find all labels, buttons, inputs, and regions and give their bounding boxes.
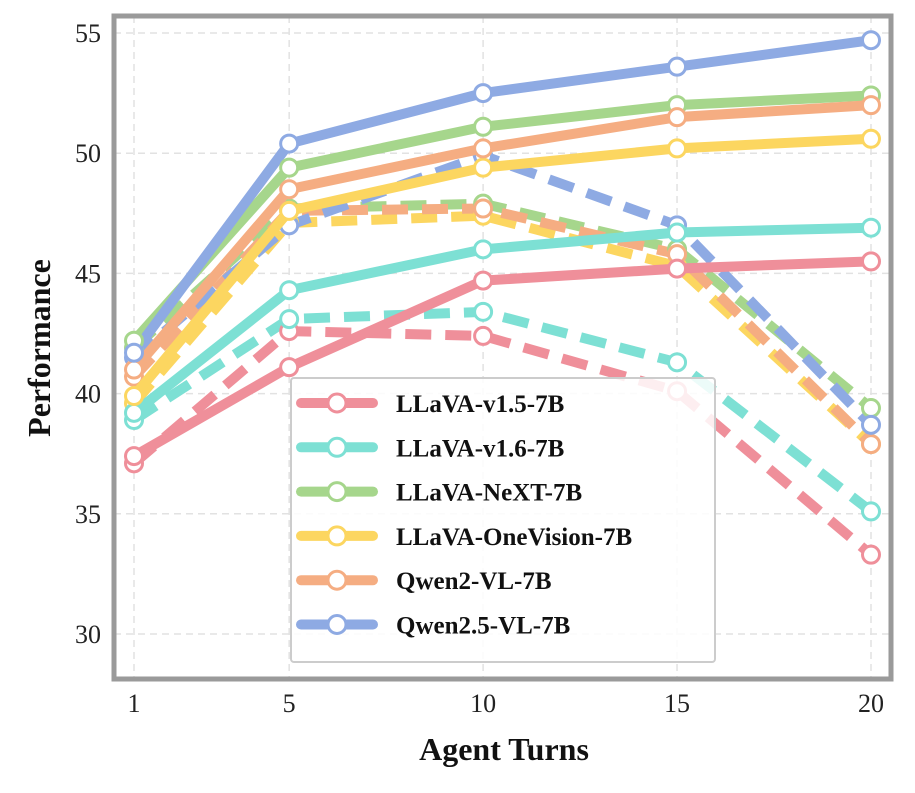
series-solid-point [279,157,300,178]
series-dashed-point [279,309,300,330]
legend-swatch-marker [326,614,348,635]
x-tick-label: 1 [128,689,141,718]
legend-swatch-marker [326,525,348,547]
series-solid-point [473,116,494,137]
series-solid-point [124,342,144,363]
legend: LLaVA-v1.5-7B LLaVA-v1.6-7B LLaVA-NeXT-7B L… [290,377,716,663]
y-tick-label: 55 [75,19,101,48]
series-dashed-point [473,301,494,322]
series-solid-point [124,402,144,423]
series-solid-point [473,157,494,178]
series-lines [124,30,881,565]
legend-swatch-marker [326,436,348,458]
legend-label: LLaVA-OneVision-7B [396,524,632,551]
series-solid-point [124,359,144,380]
y-tick-label: 45 [75,259,101,288]
y-tick-label: 30 [75,620,101,649]
series-solid-point [861,251,881,272]
series-dashed-line [130,326,875,559]
series-dashed-point [861,414,881,435]
series-dashed-line [130,210,875,448]
y-tick-label: 50 [75,139,101,168]
legend-label: Qwen2-VL-7B [396,568,552,595]
series-dashed-point [861,544,881,565]
series-solid-point [473,83,494,104]
legend-swatch-marker [326,392,348,414]
series-solid-point [667,56,688,77]
plot-frame [111,13,894,682]
series-dashed-point [667,352,688,373]
series-solid-point [473,138,494,159]
series-solid-point [473,239,494,260]
legend-box [290,377,716,663]
x-axis-title: Agent Turns [419,731,589,767]
series-solid-point [861,128,881,149]
x-tick-label: 15 [664,689,690,718]
series-solid-point [861,30,881,51]
legend-label: Qwen2.5-VL-7B [396,613,570,640]
series-solid-point [667,107,688,128]
y-tick-label: 40 [75,380,101,409]
series-solid-point [279,280,300,301]
x-tick-label: 10 [470,689,496,718]
x-tick-label: 20 [858,689,884,718]
series-dashed-point [861,434,881,455]
legend-label: LLaVA-v1.5-7B [396,391,564,418]
series-dashed-point [473,198,494,219]
y-axis-title: Performance [21,259,57,437]
series-solid-point [279,357,300,378]
series-solid-point [861,95,881,116]
series-solid-point [667,258,688,279]
series-solid-point [667,138,688,159]
series-solid-point [124,386,144,407]
legend-label: LLaVA-v1.6-7B [396,435,564,462]
series-solid-point [861,217,881,238]
series-solid-point [667,222,688,243]
series-solid-point [279,133,300,154]
y-tick-label: 35 [75,500,101,529]
legend-swatch-marker [326,569,348,591]
series-dashed-point [473,325,494,346]
series-solid-point [124,446,144,467]
series-dashed-point [861,501,881,522]
series-solid-point [473,270,494,291]
series-solid-point [279,179,300,200]
series-solid-point [279,200,300,221]
legend-label: LLaVA-NeXT-7B [396,480,582,507]
series-dashed-point [861,398,881,419]
x-tick-label: 5 [283,689,296,718]
legend-swatch-marker [326,481,348,503]
